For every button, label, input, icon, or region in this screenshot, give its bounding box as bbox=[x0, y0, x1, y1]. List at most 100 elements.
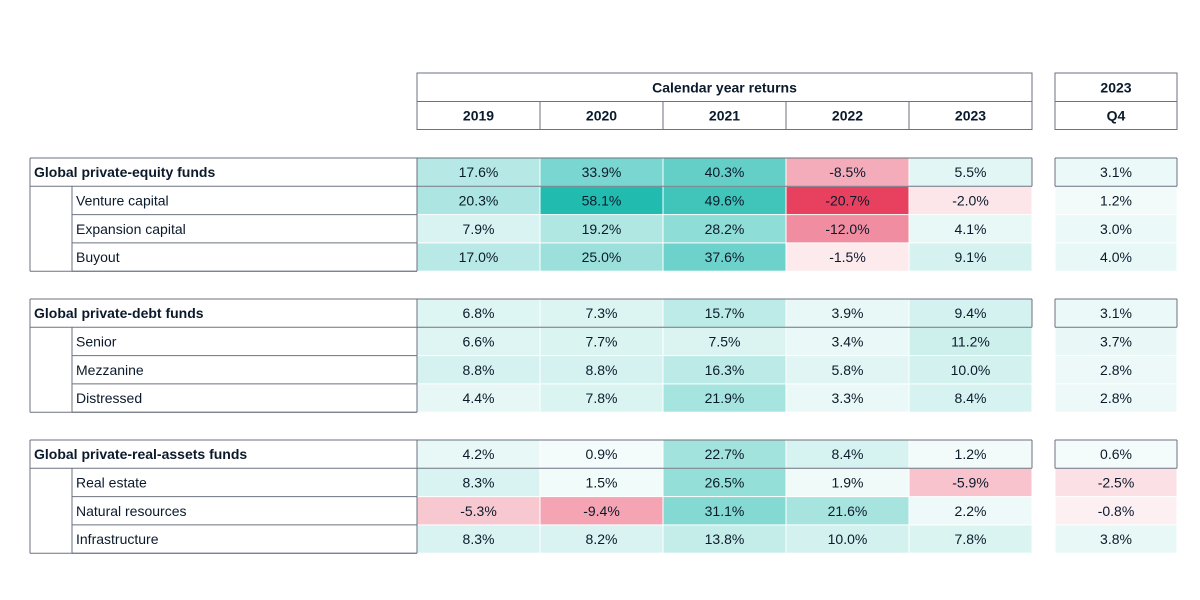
cell-value: 8.2% bbox=[586, 531, 618, 547]
cell-value: 26.5% bbox=[705, 474, 745, 490]
heat-cell bbox=[909, 158, 1032, 186]
heat-cell bbox=[417, 440, 540, 468]
heat-cell bbox=[786, 186, 909, 215]
row-label: Buyout bbox=[76, 249, 120, 265]
q4-cell-value: 0.6% bbox=[1100, 446, 1132, 462]
q4-cell-value: 3.1% bbox=[1100, 164, 1132, 180]
cell-layer bbox=[417, 158, 1177, 553]
heat-cell bbox=[663, 327, 786, 356]
heat-cell bbox=[786, 158, 909, 186]
cell-value: 22.7% bbox=[705, 446, 745, 462]
heat-cell bbox=[909, 243, 1032, 271]
q4-cell-value: -0.8% bbox=[1098, 503, 1135, 519]
q4-cell-value: 3.1% bbox=[1100, 305, 1132, 321]
cell-value: 19.2% bbox=[582, 221, 622, 237]
q4-cell-value: 4.0% bbox=[1100, 249, 1132, 265]
cell-value: -20.7% bbox=[825, 192, 869, 208]
heat-cell bbox=[540, 327, 663, 356]
q4-heat-cell bbox=[1055, 186, 1177, 215]
heat-cell bbox=[417, 525, 540, 553]
heat-cell bbox=[909, 186, 1032, 215]
column-header-2020: 2020 bbox=[586, 108, 617, 124]
cell-value: 28.2% bbox=[705, 221, 745, 237]
cell-value: 4.4% bbox=[463, 390, 495, 406]
heat-cell bbox=[909, 497, 1032, 525]
heat-cell bbox=[540, 158, 663, 186]
heat-cell bbox=[540, 384, 663, 412]
cell-value: 21.9% bbox=[705, 390, 745, 406]
label-layer: Calendar year returns 2019 2020 2021 2022 202… bbox=[34, 79, 1134, 547]
q4-heat-cell bbox=[1055, 356, 1177, 384]
heat-cell bbox=[663, 299, 786, 327]
heat-cell bbox=[663, 497, 786, 525]
q4-cell-value: 2.8% bbox=[1100, 362, 1132, 378]
heat-cell bbox=[909, 327, 1032, 356]
heat-cell bbox=[909, 525, 1032, 553]
cell-value: 17.6% bbox=[459, 164, 499, 180]
cell-value: 8.4% bbox=[832, 446, 864, 462]
heat-cell bbox=[417, 497, 540, 525]
group-label: Global private-debt funds bbox=[34, 305, 204, 321]
cell-value: 4.2% bbox=[463, 446, 495, 462]
heat-cell bbox=[909, 299, 1032, 327]
row-label: Natural resources bbox=[76, 503, 187, 519]
heat-cell bbox=[786, 525, 909, 553]
heat-cell bbox=[663, 158, 786, 186]
heat-cell bbox=[786, 440, 909, 468]
cell-value: 31.1% bbox=[705, 503, 745, 519]
q4-heat-cell bbox=[1055, 243, 1177, 271]
cell-value: -12.0% bbox=[825, 221, 869, 237]
heat-cell bbox=[417, 356, 540, 384]
cell-value: 2.2% bbox=[955, 503, 987, 519]
cell-value: 7.5% bbox=[709, 333, 741, 349]
cell-value: 16.3% bbox=[705, 362, 745, 378]
heat-cell bbox=[786, 243, 909, 271]
cell-value: 13.8% bbox=[705, 531, 745, 547]
cell-value: 20.3% bbox=[459, 192, 499, 208]
heat-cell bbox=[417, 186, 540, 215]
heat-cell bbox=[663, 243, 786, 271]
heat-cell bbox=[417, 215, 540, 243]
row-label: Infrastructure bbox=[76, 531, 159, 547]
cell-value: 11.2% bbox=[951, 333, 990, 349]
cell-value: -5.3% bbox=[460, 503, 497, 519]
q4-heat-cell bbox=[1055, 384, 1177, 412]
cell-value: 49.6% bbox=[705, 192, 745, 208]
q4-cell-value: 3.0% bbox=[1100, 221, 1132, 237]
heat-cell bbox=[540, 440, 663, 468]
heat-cell bbox=[909, 215, 1032, 243]
q4-heat-cell bbox=[1055, 299, 1177, 327]
cell-value: 6.8% bbox=[463, 305, 495, 321]
cell-value: 8.8% bbox=[586, 362, 618, 378]
heat-cell bbox=[663, 186, 786, 215]
row-label: Real estate bbox=[76, 474, 147, 490]
cell-value: 58.1% bbox=[582, 192, 622, 208]
cell-value: 7.8% bbox=[586, 390, 618, 406]
q4-header-year: 2023 bbox=[1100, 79, 1131, 95]
cell-value: 15.7% bbox=[705, 305, 745, 321]
q4-cell-value: 3.7% bbox=[1100, 333, 1132, 349]
heat-cell bbox=[786, 327, 909, 356]
heat-cell bbox=[909, 440, 1032, 468]
heat-cell bbox=[540, 215, 663, 243]
heat-cell bbox=[909, 468, 1032, 497]
column-header-2021: 2021 bbox=[709, 108, 740, 124]
heat-cell bbox=[417, 327, 540, 356]
cell-value: 0.9% bbox=[586, 446, 618, 462]
heat-cell bbox=[786, 215, 909, 243]
heat-cell bbox=[417, 384, 540, 412]
cell-value: 8.3% bbox=[463, 474, 495, 490]
cell-value: 21.6% bbox=[828, 503, 868, 519]
group-label: Global private-equity funds bbox=[34, 164, 215, 180]
heat-cell bbox=[909, 384, 1032, 412]
cell-value: 17.0% bbox=[459, 249, 499, 265]
heat-cell bbox=[786, 356, 909, 384]
cell-value: 6.6% bbox=[463, 333, 495, 349]
heat-cell bbox=[786, 468, 909, 497]
cell-value: -5.9% bbox=[952, 474, 989, 490]
cell-value: 37.6% bbox=[705, 249, 745, 265]
column-header-2019: 2019 bbox=[463, 108, 494, 124]
heat-cell bbox=[663, 440, 786, 468]
heat-cell bbox=[786, 384, 909, 412]
cell-value: 3.3% bbox=[832, 390, 864, 406]
